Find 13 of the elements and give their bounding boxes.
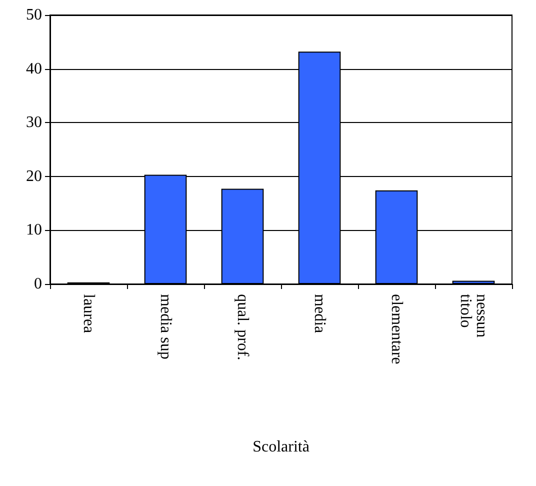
x-tick-label: media sup xyxy=(157,294,174,360)
y-tick-label: 40 xyxy=(26,60,42,78)
y-tick-label: 30 xyxy=(26,114,42,132)
x-tick-label: nessun titolo xyxy=(457,294,490,342)
y-tick-label: 50 xyxy=(26,6,42,24)
y-tick-label: 0 xyxy=(34,276,42,292)
x-tick-label: qual. prof. xyxy=(234,294,251,360)
x-tick-label: media xyxy=(311,294,328,334)
y-tick-label: 20 xyxy=(26,168,42,185)
x-tick-label: elementare xyxy=(388,294,405,364)
x-axis-title: Scolarità xyxy=(252,438,310,456)
y-tick-label: 10 xyxy=(26,222,42,239)
x-tick-label: laurea xyxy=(80,294,97,334)
